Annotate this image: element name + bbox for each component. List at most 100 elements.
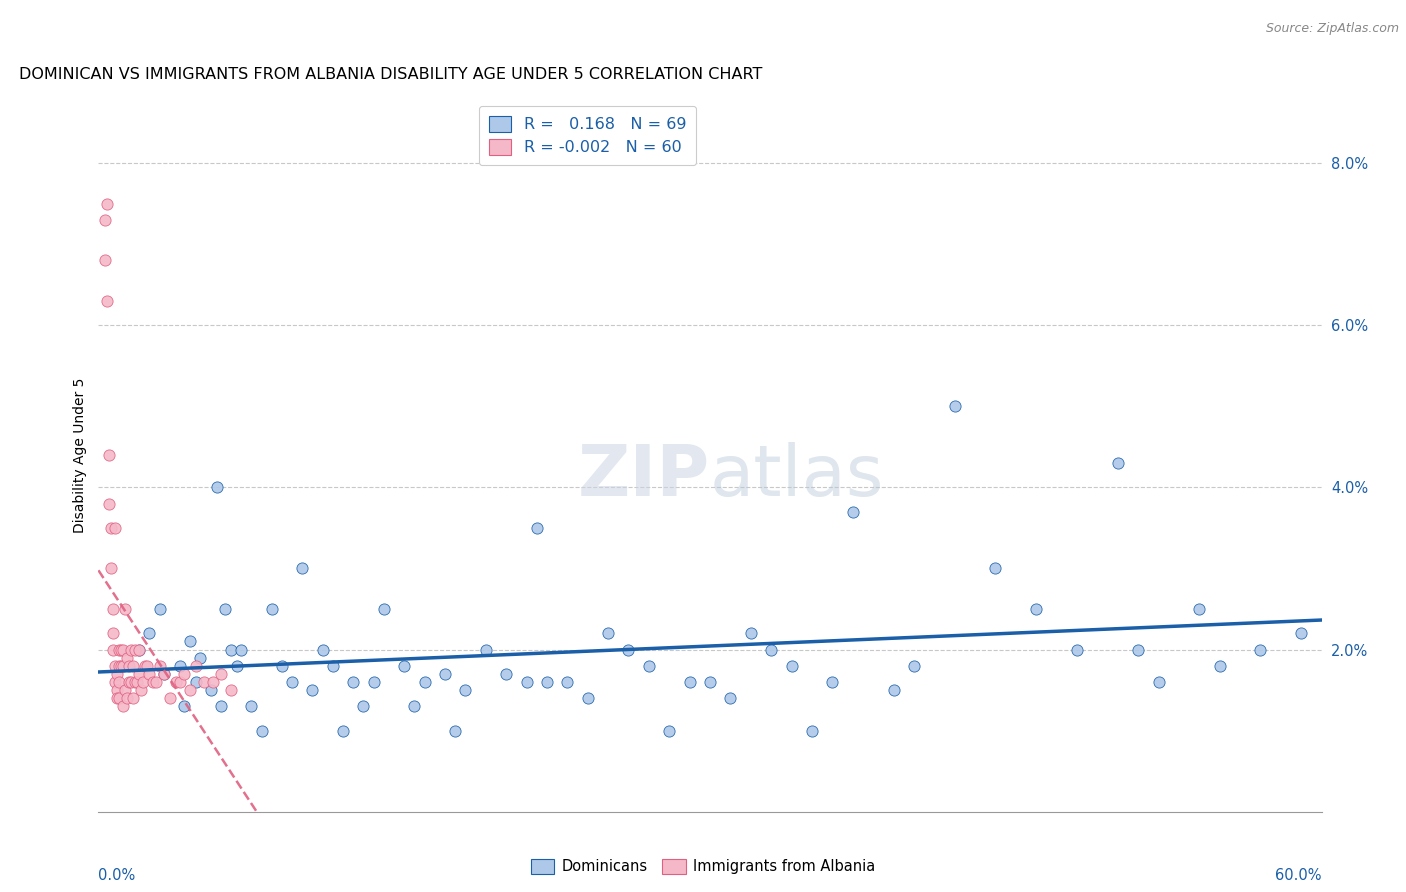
Point (322, 658, 344, 673)
Point (219, 683, 242, 698)
Point (115, 650, 138, 665)
Point (291, 561, 314, 575)
Point (474, 642, 498, 657)
Point (159, 691, 181, 706)
Text: ZIP: ZIP (578, 442, 710, 511)
Point (454, 683, 477, 698)
Point (1209, 658, 1232, 673)
Point (943, 399, 966, 413)
Legend: Dominicans, Immigrants from Albania: Dominicans, Immigrants from Albania (524, 853, 882, 880)
Text: Source: ZipAtlas.com: Source: ZipAtlas.com (1265, 22, 1399, 36)
Point (115, 691, 138, 706)
Point (142, 675, 165, 690)
Point (516, 675, 538, 690)
Point (173, 699, 195, 714)
Point (883, 683, 905, 698)
Point (136, 658, 159, 673)
Point (128, 642, 150, 657)
Point (821, 675, 844, 690)
Point (110, 658, 132, 673)
Point (841, 505, 863, 519)
Point (114, 602, 136, 616)
Point (903, 658, 925, 673)
Point (101, 602, 124, 616)
Point (128, 666, 150, 681)
Point (984, 561, 1007, 575)
Point (96, 196, 118, 211)
Point (617, 642, 640, 657)
Point (124, 675, 146, 690)
Point (93, 253, 115, 268)
Point (780, 658, 803, 673)
Point (801, 723, 824, 738)
Point (761, 642, 783, 657)
Point (260, 602, 283, 616)
Point (536, 675, 558, 690)
Point (138, 666, 160, 681)
Point (1066, 642, 1088, 657)
Point (205, 480, 228, 494)
Point (97, 497, 120, 511)
Point (111, 658, 134, 673)
Point (637, 658, 661, 673)
Point (149, 602, 172, 616)
Point (128, 642, 150, 657)
Point (240, 699, 263, 714)
Point (209, 666, 232, 681)
Point (105, 666, 128, 681)
Point (97, 448, 120, 462)
Point (173, 666, 195, 681)
Point (1147, 675, 1170, 690)
Point (526, 521, 548, 535)
Point (1128, 642, 1150, 657)
Point (145, 675, 167, 690)
Point (118, 658, 141, 673)
Point (658, 723, 681, 738)
Point (104, 521, 127, 535)
Point (404, 699, 426, 714)
Point (169, 658, 191, 673)
Point (179, 634, 201, 648)
Point (1188, 602, 1211, 616)
Point (1107, 456, 1129, 470)
Point (96, 293, 118, 308)
Point (108, 691, 131, 706)
Point (373, 602, 395, 616)
Point (132, 675, 155, 690)
Point (209, 699, 232, 714)
Point (114, 683, 136, 698)
Point (105, 683, 128, 698)
Point (124, 642, 146, 657)
Point (111, 642, 134, 657)
Point (281, 675, 304, 690)
Point (186, 675, 208, 690)
Point (93, 212, 115, 227)
Point (219, 642, 242, 657)
Point (332, 723, 354, 738)
Point (186, 658, 208, 673)
Point (679, 675, 702, 690)
Point (120, 675, 142, 690)
Point (342, 675, 364, 690)
Point (434, 666, 457, 681)
Point (555, 675, 579, 690)
Point (100, 521, 122, 535)
Point (193, 675, 215, 690)
Point (576, 691, 599, 706)
Point (392, 658, 416, 673)
Point (111, 699, 134, 714)
Point (312, 642, 335, 657)
Point (699, 675, 721, 690)
Point (101, 626, 124, 640)
Point (138, 626, 160, 640)
Point (201, 675, 224, 690)
Point (352, 699, 374, 714)
Point (108, 675, 131, 690)
Point (598, 626, 620, 640)
Point (226, 658, 249, 673)
Point (270, 658, 294, 673)
Point (100, 561, 122, 575)
Point (165, 675, 187, 690)
Point (169, 675, 191, 690)
Point (101, 642, 124, 657)
